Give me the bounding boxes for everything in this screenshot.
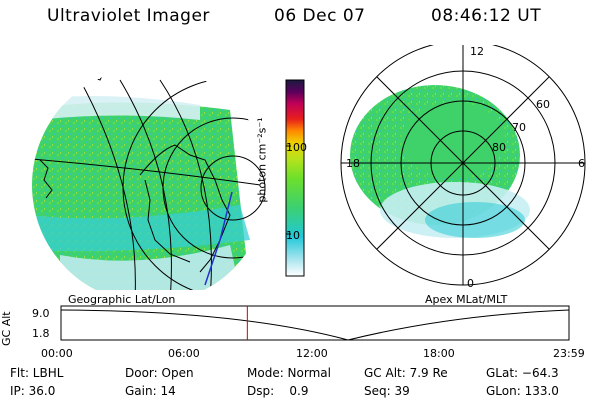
polar-plot	[340, 45, 586, 286]
orbit-timeline	[60, 305, 570, 341]
colorbar-tick-10: 10	[286, 229, 300, 242]
info-door: Door: Open	[125, 366, 194, 380]
colorbar-gradient	[285, 79, 305, 277]
timeline-ytick-low: 1.8	[32, 327, 50, 340]
mlt-label-0: 0	[467, 277, 474, 290]
timeline-frame	[60, 305, 570, 341]
mlt-label-6: 6	[578, 157, 585, 170]
colorbar-label: photon cm⁻²s⁻¹	[255, 117, 269, 203]
timeline-ytick-high: 9.0	[32, 307, 50, 320]
info-glat: GLat: −64.3	[486, 366, 559, 380]
info-dsp: Dsp: 0.9	[247, 384, 309, 398]
date-label: 06 Dec 07	[274, 6, 366, 26]
polar-grid	[340, 45, 586, 286]
info-glon: GLon: 133.0	[486, 384, 559, 398]
info-gain: Gain: 14	[125, 384, 176, 398]
aurora-image	[32, 67, 268, 290]
timeline-xtick-0: 00:00	[41, 347, 73, 360]
geographic-map	[32, 67, 268, 290]
mlat-label-80: 80	[492, 141, 506, 154]
info-seq: Seq: 39	[364, 384, 410, 398]
info-ip: IP: 36.0	[10, 384, 56, 398]
mlat-label-60: 60	[536, 98, 550, 111]
geo-panel-label: Geographic Lat/Lon	[68, 293, 176, 306]
polar-panel-label: Apex MLat/MLT	[425, 293, 508, 306]
info-mode: Mode: Normal	[247, 366, 331, 380]
app-title: Ultraviolet Imager	[47, 6, 210, 26]
altitude-curve	[60, 309, 570, 341]
info-filter: Flt: LBHL	[10, 366, 64, 380]
colorbar-tick-100: 100	[286, 141, 307, 154]
timeline-xtick-4: 23:59	[553, 347, 585, 360]
time-label: 08:46:12 UT	[431, 6, 542, 26]
mlt-label-18: 18	[346, 157, 360, 170]
timeline-xtick-2: 12:00	[296, 347, 328, 360]
timeline-xtick-1: 06:00	[168, 347, 200, 360]
timeline-xtick-3: 18:00	[423, 347, 455, 360]
colorbar	[285, 79, 305, 277]
mlat-label-70: 70	[512, 121, 526, 134]
timeline-ylabel: GC Alt	[0, 311, 13, 346]
mlt-label-12: 12	[470, 45, 484, 58]
info-gc-alt: GC Alt: 7.9 Re	[364, 366, 448, 380]
